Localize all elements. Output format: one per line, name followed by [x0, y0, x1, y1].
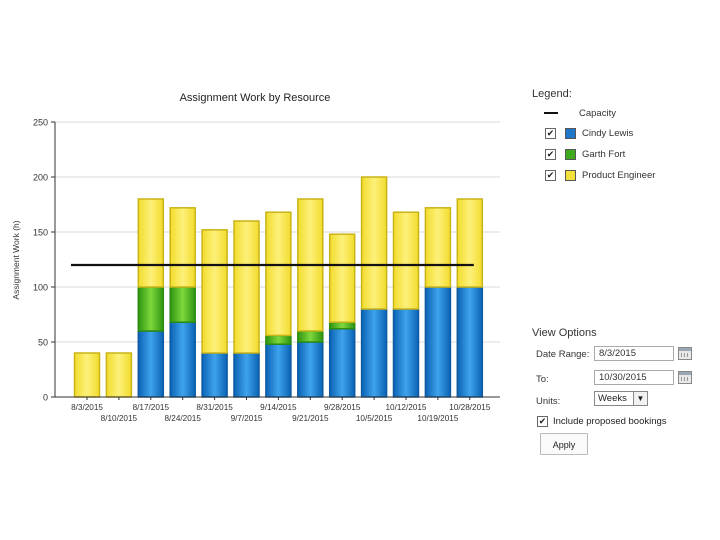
legend-title: Legend: [532, 88, 572, 100]
chevron-down-icon[interactable]: ▼ [633, 392, 647, 405]
legend-label-garth-fort: Garth Fort [582, 148, 626, 160]
bar-product-engineer [233, 220, 260, 354]
bar-cindy-lewis [297, 341, 324, 398]
bar-cindy-lewis [233, 352, 260, 398]
date-range-calendar-icon[interactable] [678, 347, 692, 360]
legend-item-cindy-lewis[interactable]: ✔ Cindy Lewis [545, 125, 633, 141]
bar-garth-fort [265, 334, 292, 345]
x-tick-label: 8/17/2015 [133, 403, 170, 412]
x-tick-label: 10/12/2015 [386, 403, 427, 412]
bar-cindy-lewis [328, 328, 356, 398]
date-range-input[interactable]: 8/3/2015 [594, 346, 674, 361]
x-tick-label: 8/3/2015 [71, 403, 103, 412]
bar-cindy-lewis [456, 286, 484, 398]
x-tick-label: 8/10/2015 [101, 414, 138, 423]
y-tick-label: 200 [33, 173, 48, 183]
swatch-product-engineer-icon [565, 169, 576, 181]
bar-cindy-lewis [201, 352, 228, 398]
legend-label-capacity: Capacity [579, 107, 616, 119]
units-select-value: Weeks [598, 393, 627, 404]
bar-product-engineer [456, 198, 484, 288]
chart-title: Assignment Work by Resource [180, 92, 331, 104]
apply-button[interactable]: Apply [540, 433, 588, 455]
y-tick-label: 150 [33, 228, 48, 238]
y-axis-label: Assignment Work (h) [11, 220, 21, 299]
bar-product-engineer [73, 352, 101, 398]
bar-cindy-lewis [169, 321, 196, 398]
view-options-title: View Options [532, 327, 597, 339]
legend-item-capacity: Capacity [544, 105, 616, 121]
bar-product-engineer [201, 229, 228, 354]
x-tick-label: 9/14/2015 [260, 403, 297, 412]
to-date-calendar-icon[interactable] [678, 371, 692, 384]
bar-product-engineer [424, 207, 452, 288]
x-tick-label: 10/28/2015 [449, 403, 490, 412]
bar-product-engineer [169, 207, 196, 288]
x-tick-label: 9/21/2015 [292, 414, 329, 423]
x-tick-label: 10/19/2015 [417, 414, 458, 423]
swatch-garth-fort-icon [565, 148, 576, 160]
bar-garth-fort [137, 286, 165, 332]
bar-garth-fort [169, 286, 196, 323]
bar-cindy-lewis [265, 343, 292, 398]
bar-cindy-lewis [360, 308, 388, 398]
legend-item-garth-fort[interactable]: ✔ Garth Fort [545, 146, 625, 162]
checkbox-cindy-lewis[interactable]: ✔ [545, 127, 556, 139]
y-tick-label: 0 [43, 393, 48, 403]
include-proposed-label: Include proposed bookings [553, 416, 667, 427]
bar-product-engineer [328, 233, 356, 323]
legend-panel: Legend: [525, 88, 715, 100]
x-tick-label: 9/28/2015 [324, 403, 361, 412]
bar-garth-fort [297, 330, 324, 343]
bar-product-engineer [137, 198, 165, 288]
bar-product-engineer [265, 211, 292, 337]
to-label: To: [536, 374, 549, 385]
capacity-line-icon [544, 112, 558, 114]
y-tick-label: 50 [38, 338, 48, 348]
bar-cindy-lewis [392, 308, 420, 398]
y-tick-label: 250 [33, 118, 48, 128]
bar-cindy-lewis [424, 286, 452, 398]
to-date-input[interactable]: 10/30/2015 [594, 370, 674, 385]
swatch-cindy-lewis-icon [565, 127, 576, 139]
bar-product-engineer [105, 352, 133, 398]
legend-label-cindy-lewis: Cindy Lewis [582, 127, 634, 139]
y-tick-label: 100 [33, 283, 48, 293]
legend-label-product-engineer: Product Engineer [582, 169, 656, 181]
date-range-label: Date Range: [536, 349, 590, 360]
x-tick-label: 10/5/2015 [356, 414, 393, 423]
include-proposed-row[interactable]: ✔ Include proposed bookings [537, 416, 667, 427]
x-tick-label: 8/31/2015 [196, 403, 233, 412]
legend-item-product-engineer[interactable]: ✔ Product Engineer [545, 167, 655, 183]
include-proposed-checkbox[interactable]: ✔ [537, 416, 548, 427]
x-tick-label: 8/24/2015 [164, 414, 201, 423]
checkbox-product-engineer[interactable]: ✔ [545, 169, 556, 181]
units-select[interactable]: Weeks ▼ [594, 391, 648, 406]
bar-cindy-lewis [137, 330, 165, 398]
units-label: Units: [536, 396, 561, 407]
bar-garth-fort [328, 321, 356, 330]
bar-product-engineer [360, 176, 388, 310]
checkbox-garth-fort[interactable]: ✔ [545, 148, 556, 160]
bar-product-engineer [392, 211, 420, 310]
x-tick-label: 9/7/2015 [231, 414, 263, 423]
